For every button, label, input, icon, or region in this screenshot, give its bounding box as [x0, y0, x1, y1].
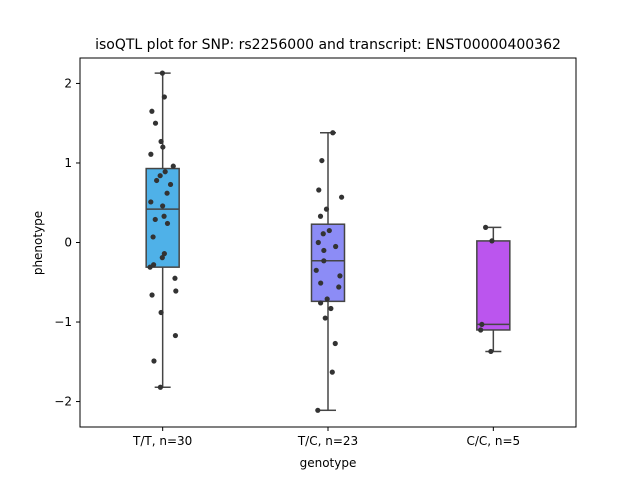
data-point [488, 348, 494, 355]
data-point [323, 206, 330, 212]
data-point [161, 251, 167, 257]
data-point [322, 315, 328, 321]
box-iqr [476, 240, 511, 331]
data-point [149, 292, 155, 298]
data-point [479, 321, 485, 328]
data-point [172, 332, 179, 339]
data-point [333, 243, 339, 250]
data-point [316, 187, 322, 193]
data-point [162, 169, 168, 175]
data-point [317, 213, 324, 219]
data-point [158, 309, 164, 316]
data-point [337, 273, 343, 279]
data-point [321, 258, 327, 264]
data-point [157, 173, 163, 179]
data-point [315, 239, 321, 246]
y-tick-label: 2 [64, 76, 72, 90]
data-point [336, 284, 342, 290]
data-point [167, 181, 174, 188]
data-point [159, 255, 165, 261]
data-point [320, 231, 326, 237]
data-point [157, 384, 164, 390]
data-point [149, 108, 155, 114]
data-point [318, 300, 324, 306]
chart-title: isoQTL plot for SNP: rs2256000 and trans… [95, 37, 561, 53]
y-tick-label: −1 [54, 315, 72, 329]
data-point [160, 144, 166, 150]
data-point [152, 216, 158, 223]
data-point [338, 194, 345, 200]
data-point [321, 247, 327, 254]
data-point [172, 275, 178, 281]
data-point [159, 70, 165, 76]
x-tick-label: T/T, n=30 [132, 434, 192, 448]
data-point [161, 94, 167, 100]
data-point [158, 138, 164, 145]
data-point [161, 213, 167, 219]
data-point [318, 280, 324, 286]
data-point [152, 120, 159, 126]
points-layer [147, 70, 495, 413]
data-point [315, 407, 321, 413]
data-point [313, 267, 319, 273]
data-point [164, 220, 171, 227]
data-point [326, 227, 332, 234]
data-point [148, 199, 154, 205]
data-point [151, 358, 157, 364]
data-point [164, 190, 170, 196]
data-point [483, 224, 489, 230]
data-point [319, 157, 325, 164]
data-point [332, 340, 338, 347]
data-point [489, 238, 495, 244]
data-point [150, 234, 156, 240]
data-point [148, 151, 154, 157]
data-point [154, 177, 160, 184]
box-iqr [310, 223, 346, 303]
data-point [329, 369, 335, 375]
x-tick-label: C/C, n=5 [466, 434, 520, 448]
y-axis-ticks: 2 1 0 −1 −2 [54, 76, 80, 409]
data-point [328, 305, 334, 312]
x-tick-label: T/C, n=23 [297, 434, 358, 448]
data-point [147, 264, 153, 270]
boxes-layer [145, 72, 511, 412]
y-tick-label: −2 [54, 395, 72, 409]
x-axis-ticks: T/T, n=30 T/C, n=23 C/C, n=5 [132, 427, 520, 448]
data-point [160, 203, 166, 209]
data-point [478, 327, 484, 333]
data-point [173, 288, 179, 294]
data-point [330, 130, 336, 136]
y-tick-label: 0 [64, 236, 72, 250]
y-axis-label: phenotype [31, 211, 45, 275]
data-point [324, 296, 330, 302]
y-tick-label: 1 [64, 156, 72, 170]
data-point [170, 163, 176, 169]
x-axis-label: genotype [300, 456, 357, 470]
